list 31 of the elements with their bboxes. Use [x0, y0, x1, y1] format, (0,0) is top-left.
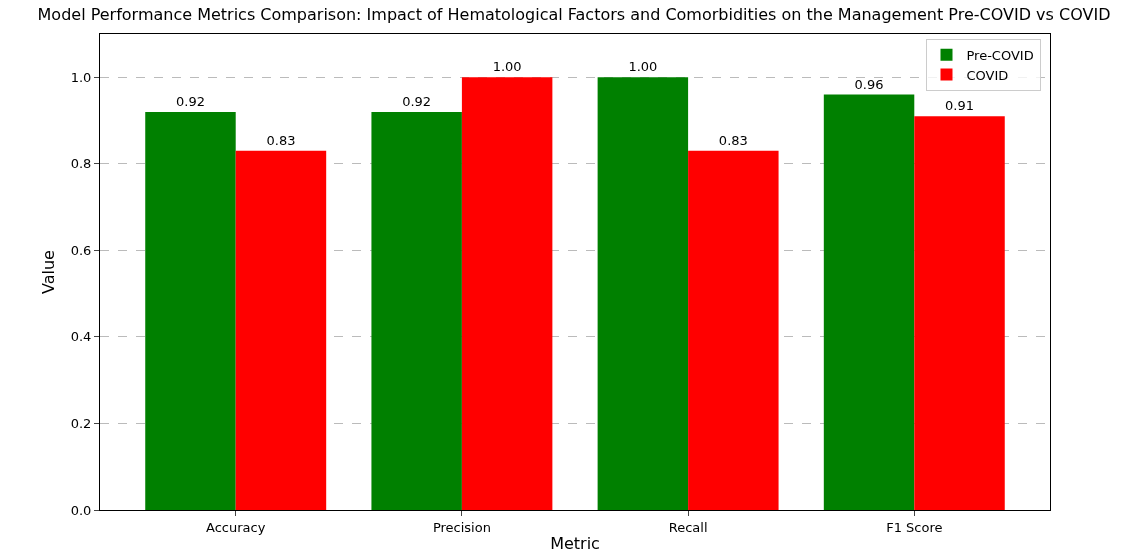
x-tick-label: Recall [668, 519, 708, 535]
data-label: 0.83 [718, 132, 748, 148]
data-label: 0.92 [176, 93, 205, 109]
x-tick-label: F1 Score [886, 519, 943, 535]
data-label: 0.83 [266, 132, 296, 148]
y-tick-label: 1.0 [70, 69, 92, 85]
bar [914, 116, 1005, 510]
data-label: 1.00 [492, 59, 522, 75]
x-tick-label: Accuracy [206, 519, 266, 535]
legend-label: Pre-COVID [966, 47, 1034, 63]
bar [371, 111, 462, 510]
bar [688, 150, 779, 510]
data-label: 0.96 [854, 76, 884, 92]
y-tick-label: 0.0 [70, 502, 92, 518]
data-label: 0.92 [402, 93, 432, 109]
data-label: 1.00 [628, 59, 658, 75]
y-tick-label: 0.2 [70, 416, 92, 431]
y-tick-label: 0.6 [70, 242, 92, 258]
legend-label: COVID [966, 67, 1009, 83]
y-tick-label: 0.8 [70, 156, 92, 172]
bar [597, 77, 689, 510]
chart-title: Model Performance Metrics Comparison: Impact of Hematological Factors and Comorbidities on the Management Pre-COVID vs COVID [37, 4, 1111, 24]
bar [145, 111, 236, 510]
bar [823, 94, 915, 510]
x-tick-label: Precision [432, 519, 491, 535]
bar [461, 77, 553, 510]
y-tick-label: 0.4 [70, 329, 92, 345]
x-axis-title: Metric [550, 534, 600, 554]
bar [235, 150, 327, 510]
data-label: 0.91 [945, 98, 974, 114]
y-axis-title: Value [38, 250, 58, 294]
